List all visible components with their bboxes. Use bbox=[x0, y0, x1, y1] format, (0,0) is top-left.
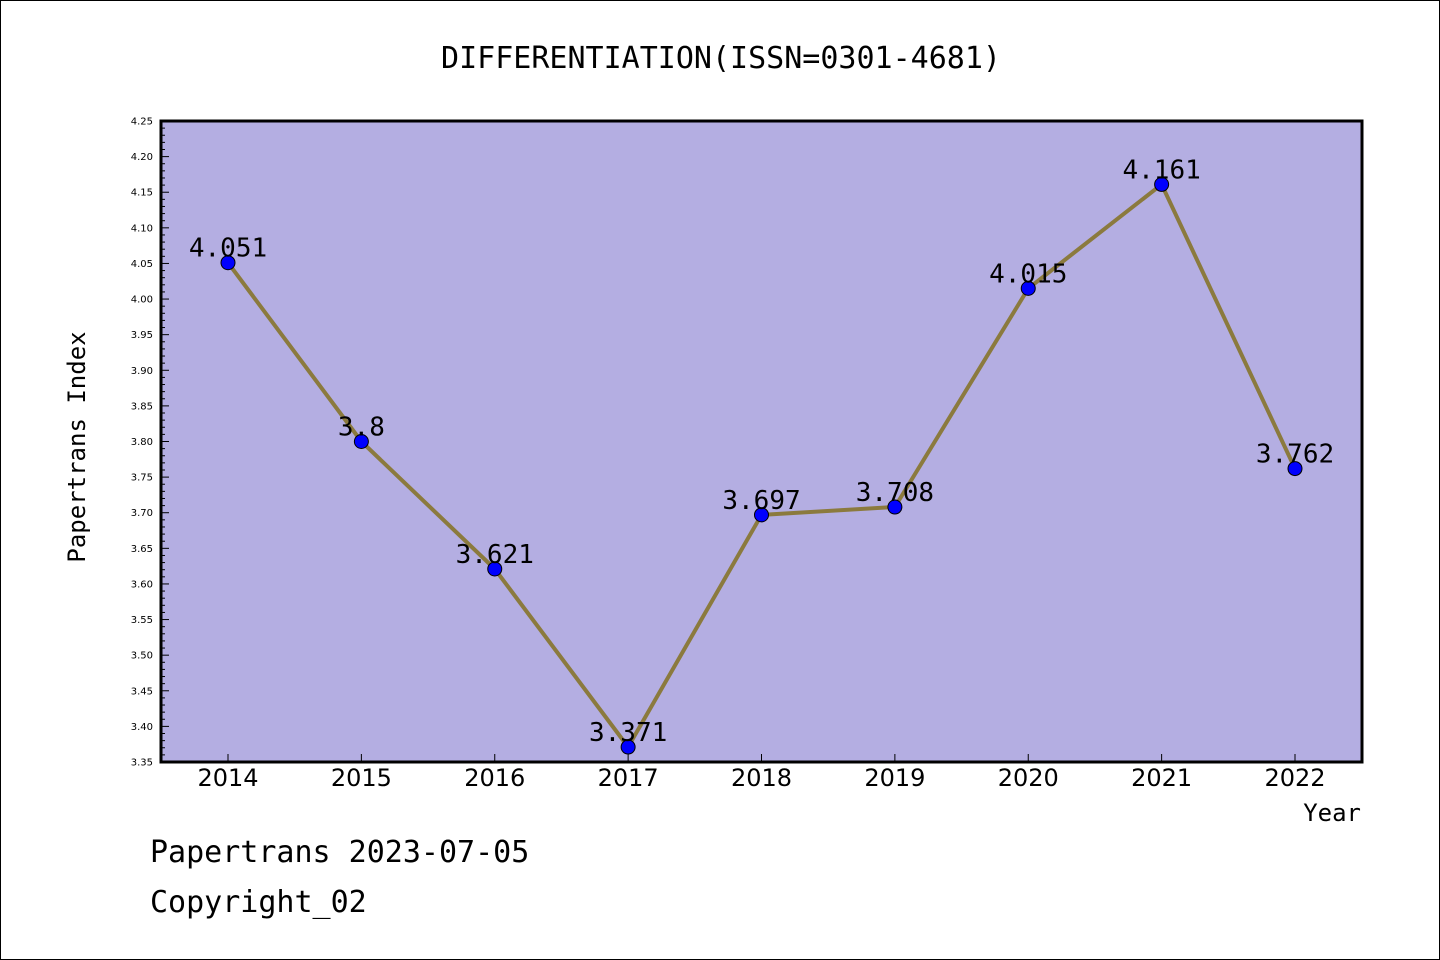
data-point-label: 4.161 bbox=[1122, 155, 1200, 185]
y-tick-label: 4.05 bbox=[131, 259, 153, 270]
data-point-marker bbox=[1154, 176, 1170, 192]
x-tick-label: 2016 bbox=[464, 764, 525, 792]
y-tick-label: 4.15 bbox=[131, 188, 153, 199]
y-tick-label: 3.90 bbox=[131, 366, 153, 377]
y-tick-label: 3.85 bbox=[131, 401, 153, 412]
footer-date: Papertrans 2023-07-05 bbox=[150, 835, 530, 870]
y-tick-label: 4.10 bbox=[131, 223, 153, 234]
data-point-marker bbox=[887, 499, 903, 515]
chart-title: DIFFERENTIATION(ISSN=0301-4681) bbox=[441, 41, 1001, 76]
x-tick-label: 2017 bbox=[598, 764, 659, 792]
x-tick-label: 2021 bbox=[1131, 764, 1192, 792]
x-tick-label: 2020 bbox=[998, 764, 1059, 792]
y-axis-label: Papertrans Index bbox=[63, 331, 91, 562]
y-tick-label: 4.20 bbox=[131, 152, 153, 163]
data-point-label: 3.371 bbox=[589, 718, 667, 748]
data-point-marker bbox=[1287, 461, 1303, 477]
x-tick-label: 2015 bbox=[331, 764, 392, 792]
data-point-label: 3.762 bbox=[1256, 440, 1334, 470]
y-tick-label: 3.95 bbox=[131, 330, 153, 341]
data-point-marker bbox=[220, 255, 236, 271]
data-point-label: 4.015 bbox=[989, 259, 1067, 289]
data-point-marker bbox=[487, 561, 503, 577]
data-point-marker bbox=[754, 507, 769, 523]
y-tick-label: 3.80 bbox=[131, 437, 153, 448]
footer-copyright: Copyright_02 bbox=[150, 885, 367, 920]
y-tick-label: 3.40 bbox=[131, 722, 153, 733]
x-axis-ticks: 2014 2015 2016 2017 2018 2019 2020 2021 2022 bbox=[197, 754, 1326, 792]
x-tick-label: 2019 bbox=[864, 764, 925, 792]
y-tick-label: 3.45 bbox=[131, 686, 153, 697]
y-tick-label: 3.60 bbox=[131, 579, 153, 590]
y-tick-label: 3.75 bbox=[131, 473, 153, 484]
y-axis-ticks: 3.35 3.40 3.45 3.50 3.55 3.60 3.65 3.70 3.75 3.80… bbox=[131, 117, 169, 769]
y-tick-label: 3.70 bbox=[131, 508, 153, 519]
data-point-label: 3.708 bbox=[856, 478, 934, 508]
data-point-marker bbox=[620, 739, 636, 755]
y-tick-label: 3.50 bbox=[131, 651, 153, 662]
y-tick-label: 4.00 bbox=[131, 295, 153, 306]
plot-frame bbox=[159, 119, 1364, 764]
data-point-label: 4.051 bbox=[189, 234, 267, 264]
data-point-marker bbox=[353, 434, 369, 449]
series-line-group bbox=[220, 176, 1303, 755]
x-tick-label: 2022 bbox=[1264, 764, 1325, 792]
x-tick-label: 2014 bbox=[197, 764, 258, 792]
data-point-label: 3.697 bbox=[722, 486, 800, 516]
x-axis-label: Year bbox=[1303, 799, 1361, 827]
data-point-marker bbox=[1020, 280, 1036, 296]
data-labels: 4.051 3.8 3.621 3.371 3.697 3.708 4.015 4.161 3.… bbox=[189, 155, 1334, 748]
y-tick-label: 3.35 bbox=[131, 758, 153, 769]
y-tick-label: 4.25 bbox=[131, 117, 153, 128]
data-point-label: 3.8 bbox=[338, 413, 385, 443]
y-tick-label: 3.65 bbox=[131, 544, 153, 555]
data-point-label: 3.621 bbox=[456, 540, 534, 570]
x-tick-label: 2018 bbox=[731, 764, 792, 792]
y-tick-label: 3.55 bbox=[131, 615, 153, 626]
